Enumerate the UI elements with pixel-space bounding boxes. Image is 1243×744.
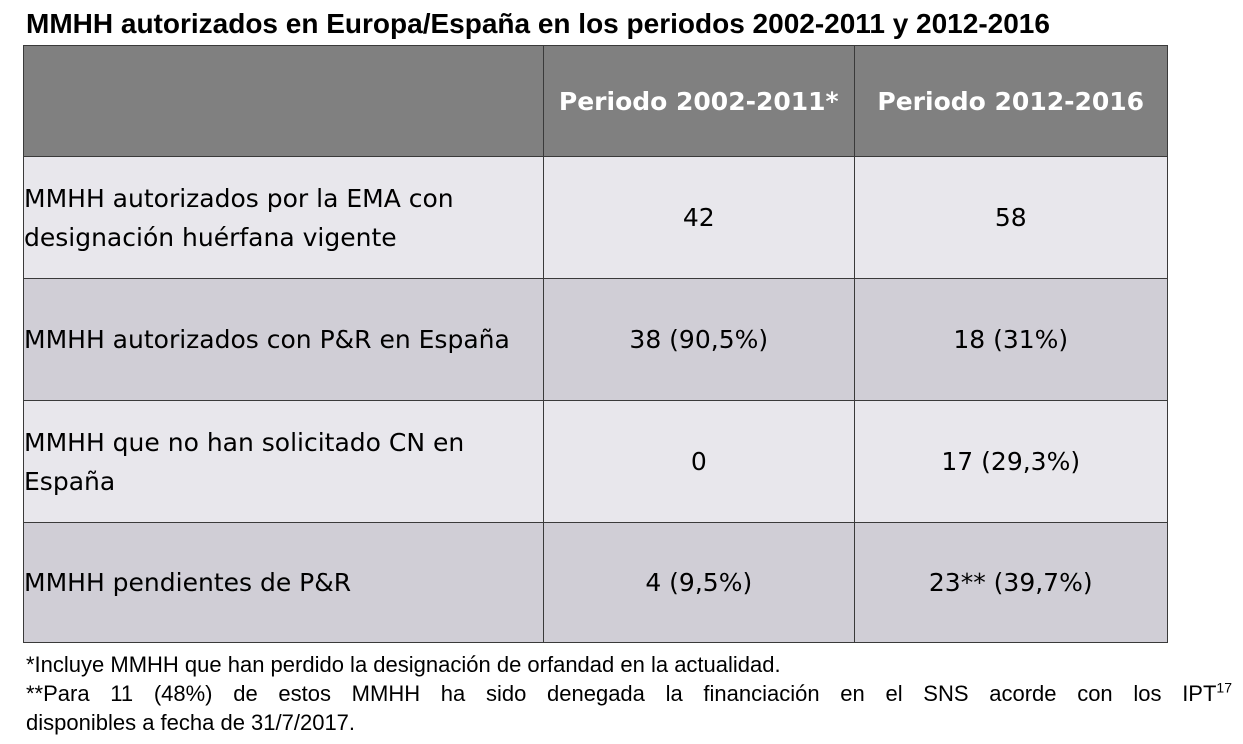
header-period-2012-2016: Periodo 2012-2016 <box>853 45 1168 157</box>
table-row: MMHH pendientes de P&R 4 (9,5%) 23** (39… <box>22 522 1168 643</box>
header-period-2002-2011: Periodo 2002-2011* <box>543 45 855 157</box>
table-row: MMHH que no han solicitado CN en España … <box>22 400 1168 523</box>
table-row: MMHH autorizados por la EMA con designac… <box>22 156 1168 279</box>
footnote-2-continuation: disponibles a fecha de 31/7/2017. <box>26 710 356 735</box>
cell-period-2012-2016: 23** (39,7%) <box>853 522 1168 643</box>
row-label: MMHH pendientes de P&R <box>22 522 545 643</box>
cell-period-2002-2011: 0 <box>543 400 855 523</box>
footnotes: *Incluye MMHH que han perdido la designa… <box>26 650 1232 737</box>
table-row: MMHH autorizados con P&R en España 38 (9… <box>22 278 1168 401</box>
cell-period-2012-2016: 17 (29,3%) <box>853 400 1168 523</box>
cell-period-2002-2011: 42 <box>543 156 855 279</box>
cell-period-2002-2011: 38 (90,5%) <box>543 278 855 401</box>
footnote-2: **Para 11 (48%) de estos MMHH ha sido de… <box>26 679 1232 708</box>
header-empty-cell <box>22 45 545 157</box>
footnote-2-reference: 17 <box>1216 679 1232 696</box>
row-label: MMHH que no han solicitado CN en España <box>22 400 545 523</box>
comparison-table: Periodo 2002-2011* Periodo 2012-2016 MMH… <box>22 45 1168 643</box>
cell-period-2012-2016: 18 (31%) <box>853 278 1168 401</box>
table-header-row: Periodo 2002-2011* Periodo 2012-2016 <box>22 45 1168 157</box>
cell-period-2002-2011: 4 (9,5%) <box>543 522 855 643</box>
row-label: MMHH autorizados con P&R en España <box>22 278 545 401</box>
page-title: MMHH autorizados en Europa/España en los… <box>26 8 1050 39</box>
row-label: MMHH autorizados por la EMA con designac… <box>22 156 545 279</box>
cell-period-2012-2016: 58 <box>853 156 1168 279</box>
footnote-1: *Incluye MMHH que han perdido la designa… <box>26 652 781 677</box>
footnote-2-text: **Para 11 (48%) de estos MMHH ha sido de… <box>26 681 1217 706</box>
